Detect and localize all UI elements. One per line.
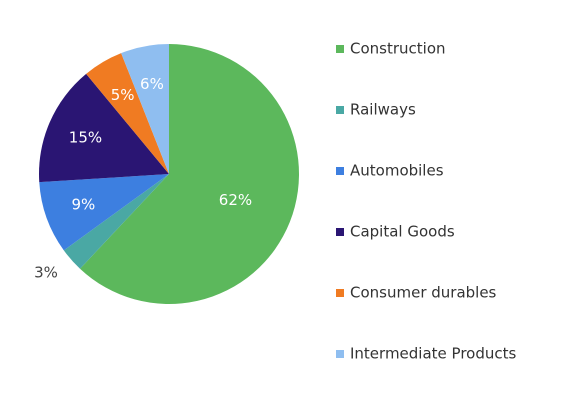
legend-label-intermediate-products: Intermediate Products (350, 345, 516, 363)
pie-slice-labels: 62% 3% 9% 15% 5% 6% (34, 75, 252, 281)
legend-swatch-automobiles (336, 167, 344, 175)
slice-label-railways: 3% (34, 264, 58, 282)
slice-intermediate-products (121, 44, 169, 174)
slice-consumer-durables (86, 53, 169, 174)
slice-capital-goods (39, 73, 170, 183)
legend-swatch-consumer-durables (336, 289, 344, 297)
legend-swatch-capital-goods (336, 228, 344, 236)
pie-slices (39, 44, 299, 304)
slice-label-automobiles: 9% (71, 195, 95, 213)
legend: Construction Railways Automobiles Capital G… (336, 40, 516, 363)
slice-label-consumer-durables: 5% (111, 86, 135, 104)
legend-label-consumer-durables: Consumer durables (350, 284, 497, 302)
legend-swatch-construction (336, 45, 344, 53)
legend-swatch-railways (336, 106, 344, 114)
slice-automobiles (39, 174, 169, 251)
slice-label-capital-goods: 15% (69, 128, 102, 146)
slice-label-intermediate-products: 6% (140, 75, 164, 93)
slice-label-construction: 62% (219, 191, 252, 209)
slice-construction (80, 44, 299, 304)
legend-label-automobiles: Automobiles (350, 162, 444, 180)
legend-label-railways: Railways (350, 101, 416, 119)
slice-railways (63, 174, 169, 269)
legend-label-construction: Construction (350, 40, 446, 58)
legend-swatch-intermediate-products (336, 350, 344, 358)
legend-label-capital-goods: Capital Goods (350, 223, 455, 241)
